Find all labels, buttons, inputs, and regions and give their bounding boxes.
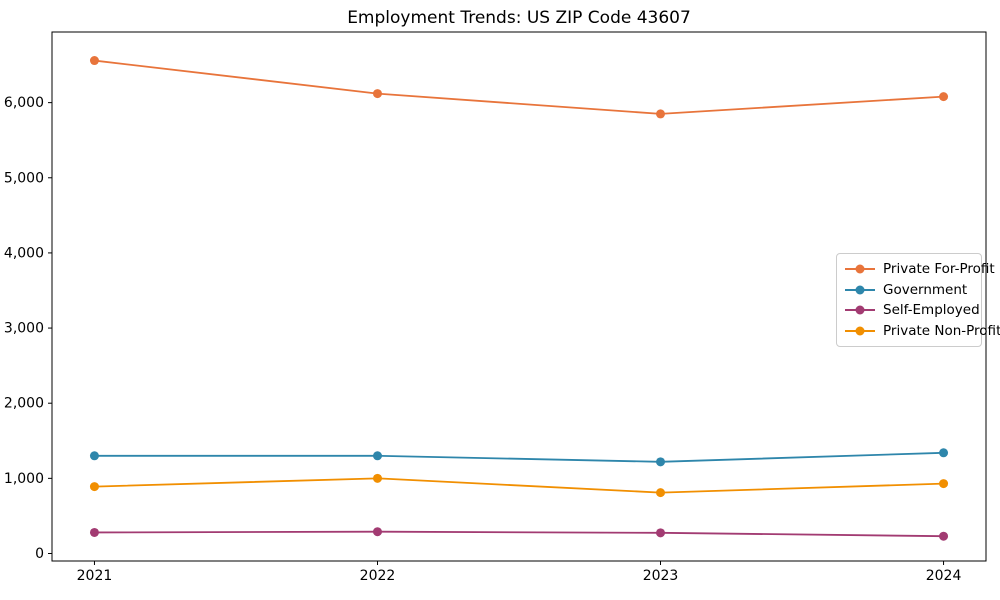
- legend-item: Private Non-Profit: [845, 321, 1000, 341]
- legend-dot-icon: [855, 264, 865, 274]
- data-point-marker: [89, 527, 99, 537]
- legend-item: Private For-Profit: [845, 259, 995, 279]
- legend-label: Self-Employed: [883, 302, 980, 319]
- data-point-marker: [939, 92, 949, 102]
- chart-title: Employment Trends: US ZIP Code 43607: [347, 8, 691, 28]
- data-point-marker: [939, 531, 949, 541]
- data-point-marker: [939, 479, 949, 489]
- legend-line-marker-icon: [845, 326, 875, 336]
- x-axis-tick-label: 2023: [643, 568, 679, 584]
- data-point-marker: [89, 56, 99, 66]
- y-axis-tick-label: 0: [35, 546, 44, 562]
- data-point-marker: [656, 457, 666, 467]
- series-line: [94, 59, 944, 115]
- legend-line-marker-icon: [845, 305, 875, 315]
- data-point-marker: [372, 527, 382, 537]
- legend-label: Private Non-Profit: [883, 322, 1000, 339]
- data-point-marker: [656, 109, 666, 119]
- data-point-marker: [656, 488, 666, 498]
- data-point-marker: [89, 482, 99, 492]
- data-point-marker: [656, 528, 666, 538]
- series-line: [94, 477, 944, 494]
- legend: Private For-Profit Government Self-Employe…: [836, 253, 1000, 347]
- y-axis-tick-label: 6,000: [4, 95, 44, 111]
- data-point-marker: [372, 451, 382, 461]
- legend-dot-icon: [855, 326, 865, 336]
- y-axis-tick-label: 5,000: [4, 170, 44, 186]
- data-point-marker: [372, 473, 382, 483]
- y-axis-tick-label: 3,000: [4, 321, 44, 337]
- y-axis-tick-label: 2,000: [4, 396, 44, 412]
- legend-label: Government: [883, 281, 968, 298]
- legend-item: Self-Employed: [845, 300, 980, 320]
- y-axis-tick-label: 1,000: [4, 471, 44, 487]
- x-axis-tick-label: 2021: [77, 568, 113, 584]
- legend-item: Government: [845, 280, 973, 300]
- data-point-marker: [372, 89, 382, 99]
- legend-label: Private For-Profit: [883, 261, 995, 278]
- series-line: [94, 451, 944, 463]
- legend-line-marker-icon: [845, 264, 875, 274]
- y-axis-tick-label: 4,000: [4, 245, 44, 261]
- data-point-marker: [939, 448, 949, 458]
- x-axis-tick-label: 2022: [360, 568, 396, 584]
- legend-dot-icon: [855, 285, 865, 295]
- plot-area-frame: [51, 31, 987, 562]
- x-axis-tick-label: 2024: [926, 568, 962, 584]
- legend-line-marker-icon: [845, 285, 875, 295]
- data-point-marker: [89, 451, 99, 461]
- legend-dot-icon: [855, 305, 865, 315]
- series-line: [94, 530, 944, 538]
